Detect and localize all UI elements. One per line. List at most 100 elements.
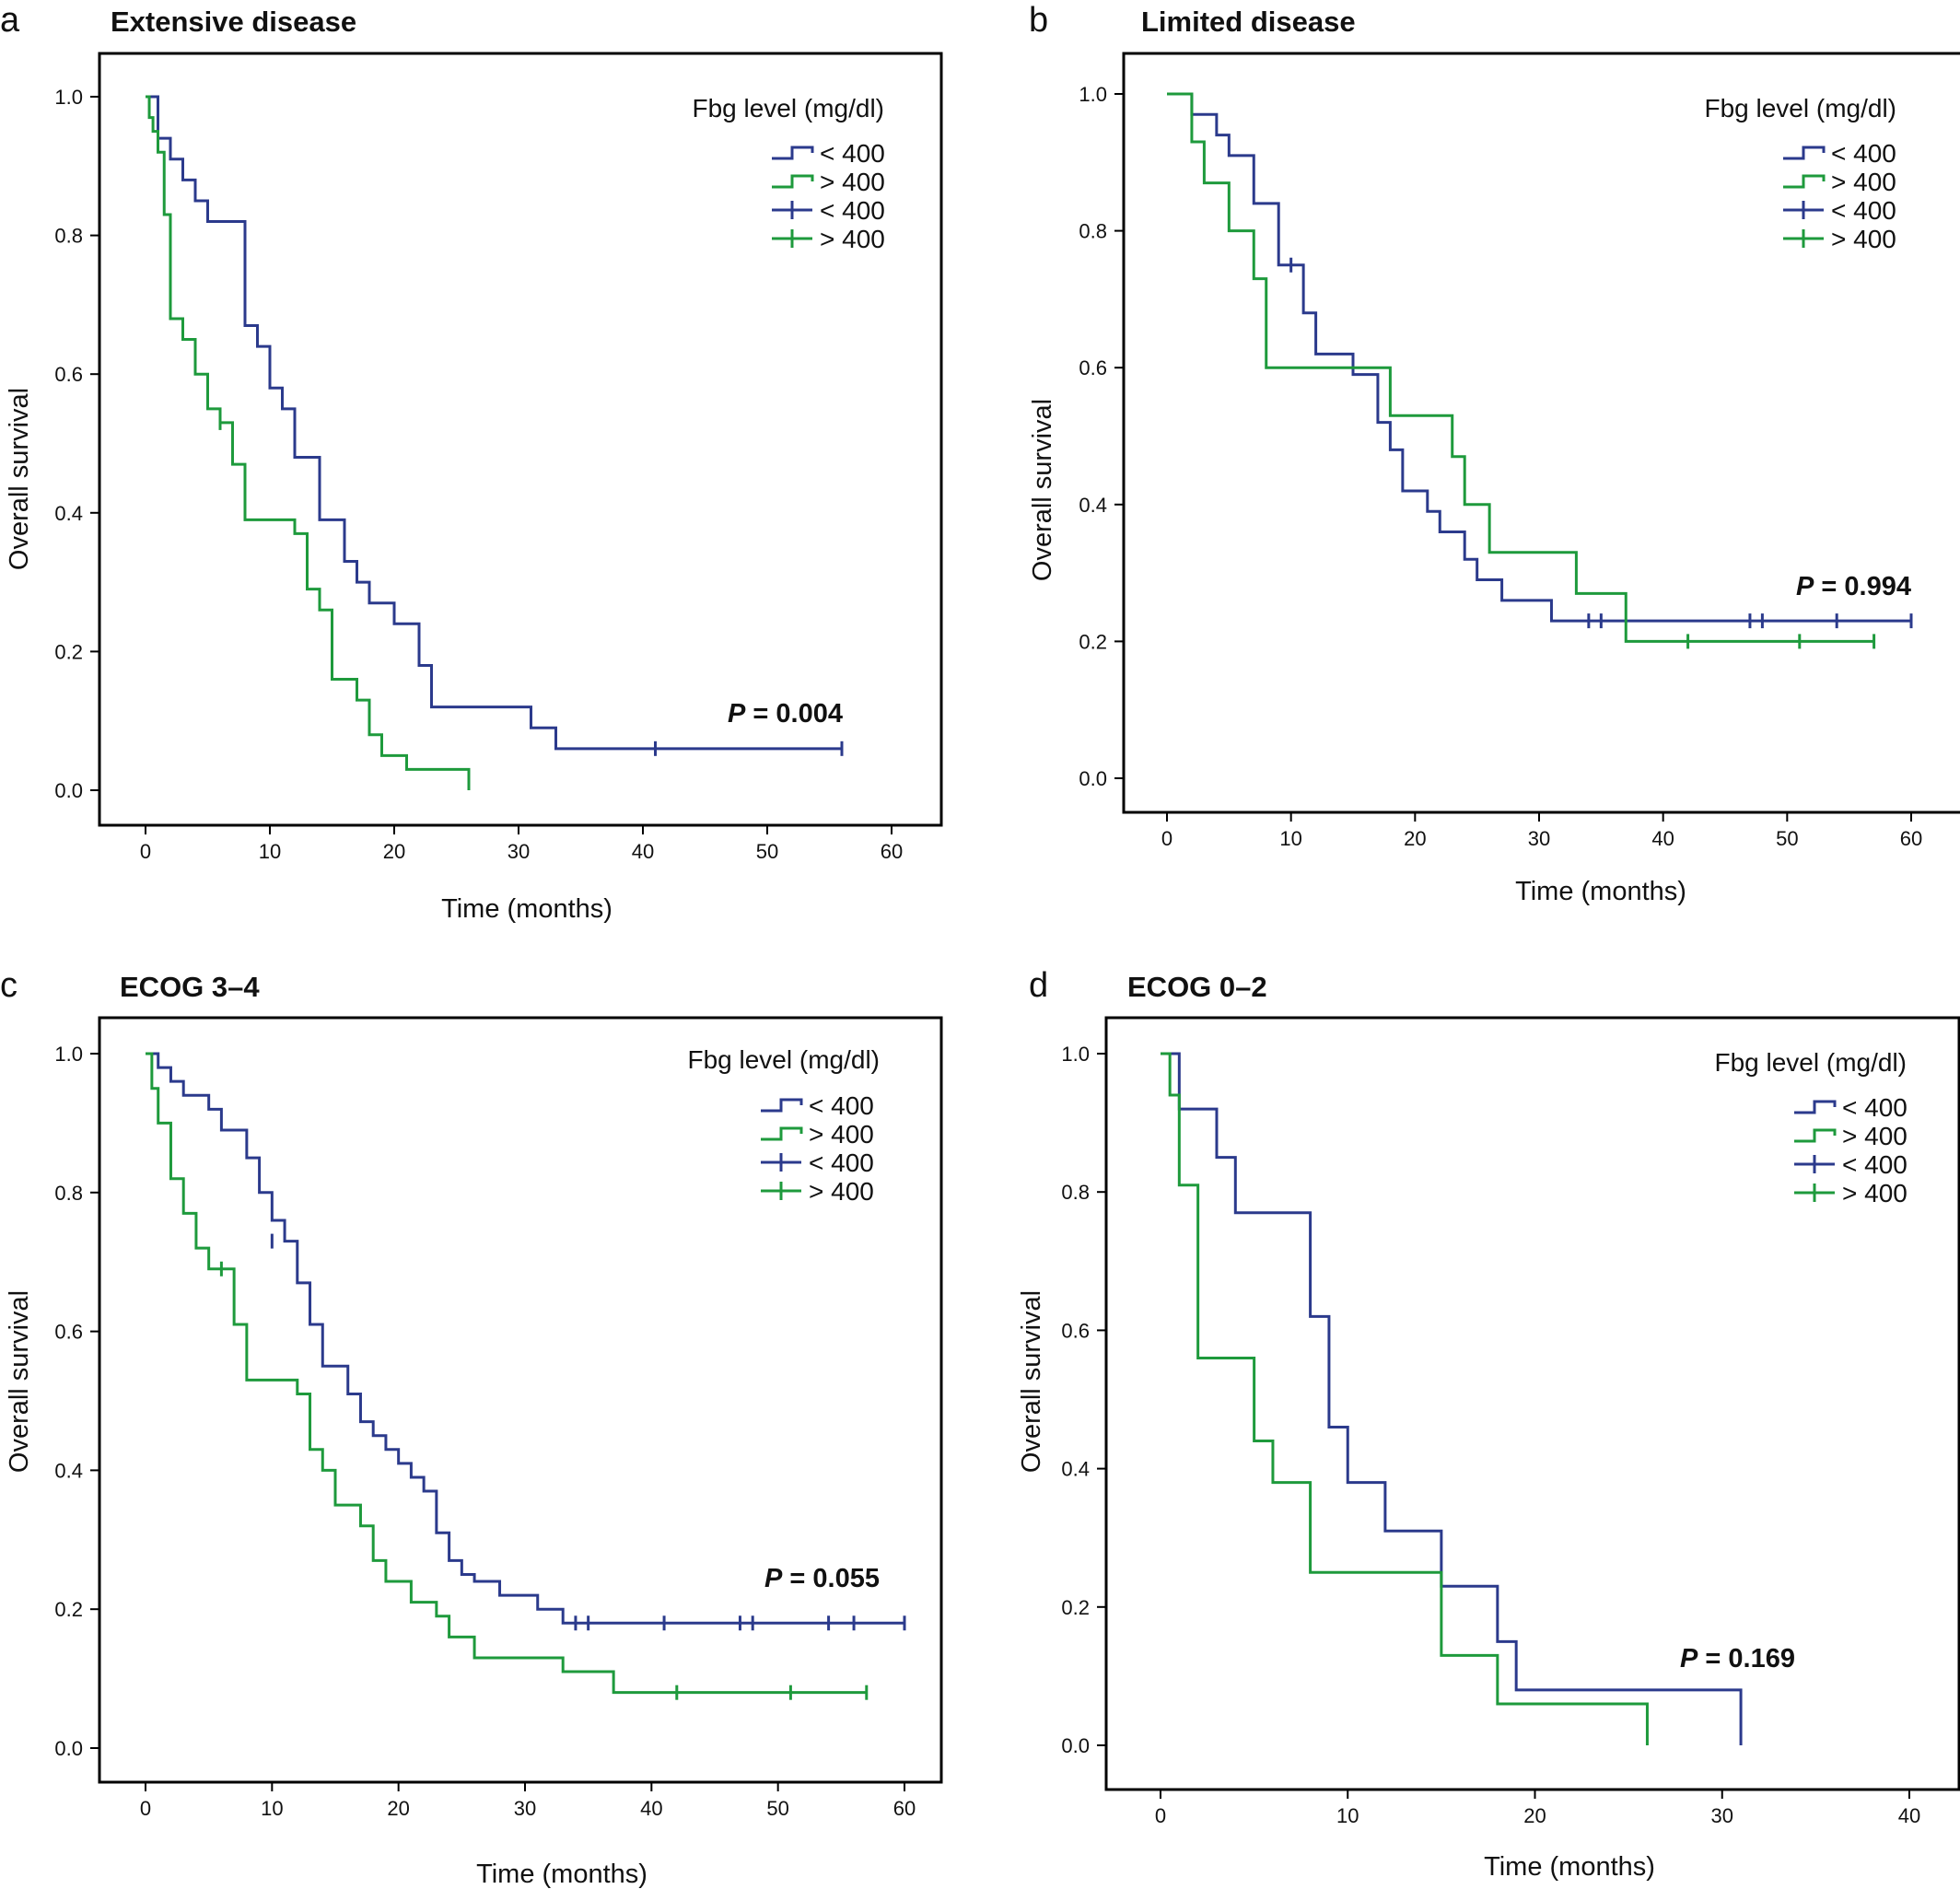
- x-axis-label: Time (months): [1484, 1852, 1655, 1882]
- panel-a: a Extensive disease 0 10 20 30 40 50 60 0.0 0.2 0.4…: [0, 1, 943, 924]
- survival-curve-lt400: [1161, 1052, 1743, 1745]
- survival-curve-lt400: [1167, 92, 1911, 623]
- y-tick-label: 0.2: [54, 640, 83, 663]
- x-tick-label: 10: [1336, 1804, 1359, 1827]
- legend-key-line: [1783, 146, 1826, 160]
- x-tick-label: 60: [1900, 827, 1922, 850]
- y-tick-label: 1.0: [1079, 83, 1107, 106]
- y-tick-label: 0.0: [1079, 767, 1107, 790]
- x-tick-label: 50: [756, 840, 778, 863]
- legend-label: < 400: [1831, 196, 1896, 225]
- p-value: P = 0.004: [728, 699, 843, 729]
- legend-key-line: [772, 146, 814, 160]
- x-tick-label: 40: [640, 1797, 662, 1820]
- y-tick-label: 0.6: [1079, 356, 1107, 379]
- x-tick-label: 50: [766, 1797, 788, 1820]
- legend-label: < 400: [1842, 1150, 1908, 1179]
- panel-title: Limited disease: [1141, 6, 1356, 38]
- x-tick-label: 20: [383, 840, 405, 863]
- y-tick-label: 1.0: [1061, 1043, 1090, 1066]
- panel-letter: d: [1029, 966, 1048, 1005]
- p-value: P = 0.994: [1796, 572, 1911, 601]
- y-tick-label: 0.0: [54, 779, 83, 802]
- legend-label: > 400: [1842, 1122, 1908, 1150]
- y-tick-label: 0.2: [54, 1598, 83, 1621]
- panel-letter: c: [0, 966, 18, 1005]
- survival-curve-gt400: [146, 95, 471, 790]
- y-tick-label: 0.4: [54, 1459, 83, 1482]
- y-tick-label: 0.2: [1061, 1596, 1090, 1619]
- x-tick-label: 40: [632, 840, 654, 863]
- x-tick-label: 30: [1528, 827, 1550, 850]
- y-tick-label: 0.4: [1079, 494, 1107, 517]
- x-tick-label: 0: [1161, 827, 1172, 850]
- plot-frame: [1122, 52, 1960, 814]
- y-tick-label: 0.6: [54, 1321, 83, 1344]
- y-tick-label: 0.0: [1061, 1734, 1090, 1757]
- panel-title: Extensive disease: [111, 6, 356, 38]
- x-tick-label: 60: [893, 1797, 916, 1820]
- x-tick-label: 10: [261, 1797, 283, 1820]
- x-tick-label: 20: [1404, 827, 1426, 850]
- legend-key-line: [1794, 1128, 1837, 1143]
- legend-label: < 400: [1831, 139, 1896, 168]
- legend-key-line: [761, 1098, 803, 1113]
- legend-key-line: [1794, 1100, 1837, 1114]
- y-tick-label: 0.0: [54, 1737, 83, 1760]
- legend-label: < 400: [820, 139, 885, 168]
- y-tick-label: 0.6: [1061, 1319, 1090, 1342]
- legend-label: > 400: [809, 1177, 874, 1206]
- legend-label: > 400: [1842, 1179, 1908, 1207]
- y-tick-label: 0.4: [1061, 1458, 1090, 1481]
- survival-curve-gt400: [1161, 1052, 1649, 1745]
- p-value: P = 0.055: [764, 1564, 880, 1593]
- panel-d: d ECOG 0–2 0 10 20 30 40 0.0 0.2 0.4 0.6 0.8 1.0 Time…: [1017, 966, 1960, 1882]
- x-tick-label: 30: [508, 840, 530, 863]
- x-tick-label: 0: [1155, 1804, 1166, 1827]
- x-axis-label: Time (months): [476, 1860, 648, 1889]
- legend-title: Fbg level (mg/dl): [1714, 1048, 1907, 1077]
- x-tick-label: 30: [1711, 1804, 1733, 1827]
- x-tick-label: 20: [1523, 1804, 1546, 1827]
- y-tick-label: 0.2: [1079, 630, 1107, 653]
- legend-label: < 400: [809, 1149, 874, 1177]
- y-tick-label: 0.8: [1061, 1181, 1090, 1204]
- panel-title: ECOG 0–2: [1127, 971, 1267, 1003]
- p-value: P = 0.169: [1680, 1644, 1795, 1673]
- x-tick-label: 60: [881, 840, 903, 863]
- x-axis-label: Time (months): [441, 894, 612, 924]
- legend-key-line: [1783, 174, 1826, 189]
- x-tick-label: 0: [140, 1797, 151, 1820]
- y-axis-label: Overall survival: [1028, 399, 1057, 581]
- y-tick-label: 1.0: [54, 86, 83, 109]
- legend-label: < 400: [1842, 1093, 1908, 1122]
- panel-title: ECOG 3–4: [120, 971, 260, 1003]
- plot-frame: [98, 52, 943, 827]
- y-axis-label: Overall survival: [1017, 1290, 1046, 1473]
- legend-label: > 400: [1831, 168, 1896, 196]
- y-tick-label: 0.8: [54, 1182, 83, 1205]
- legend-key-line: [772, 174, 814, 189]
- panel-c: c ECOG 3–4 0 10 20 30 40 50 60 0.0 0.2 0.4 0.6 0.8 1.0…: [0, 966, 943, 1889]
- plot-frame: [98, 1016, 943, 1784]
- y-tick-label: 0.6: [54, 363, 83, 386]
- y-axis-label: Overall survival: [5, 1290, 34, 1473]
- x-tick-label: 0: [140, 840, 151, 863]
- x-tick-label: 20: [387, 1797, 409, 1820]
- panel-letter: b: [1029, 1, 1048, 40]
- legend-title: Fbg level (mg/dl): [1704, 94, 1896, 122]
- panel-letter: a: [0, 1, 20, 40]
- y-tick-label: 1.0: [54, 1043, 83, 1066]
- legend-key-line: [761, 1126, 803, 1141]
- x-tick-label: 10: [1279, 827, 1301, 850]
- survival-curve-gt400: [146, 1052, 867, 1695]
- legend-label: < 400: [820, 196, 885, 225]
- x-tick-label: 10: [259, 840, 281, 863]
- survival-curve-gt400: [1167, 92, 1874, 643]
- legend-title: Fbg level (mg/dl): [692, 94, 884, 122]
- legend-label: > 400: [820, 225, 885, 253]
- panel-b: b Limited disease 0 10 20 30 40 50 60 0.0 0.2 0.4 0.…: [1028, 1, 1960, 906]
- plot-frame: [1104, 1016, 1960, 1791]
- survival-curve-lt400: [146, 95, 842, 751]
